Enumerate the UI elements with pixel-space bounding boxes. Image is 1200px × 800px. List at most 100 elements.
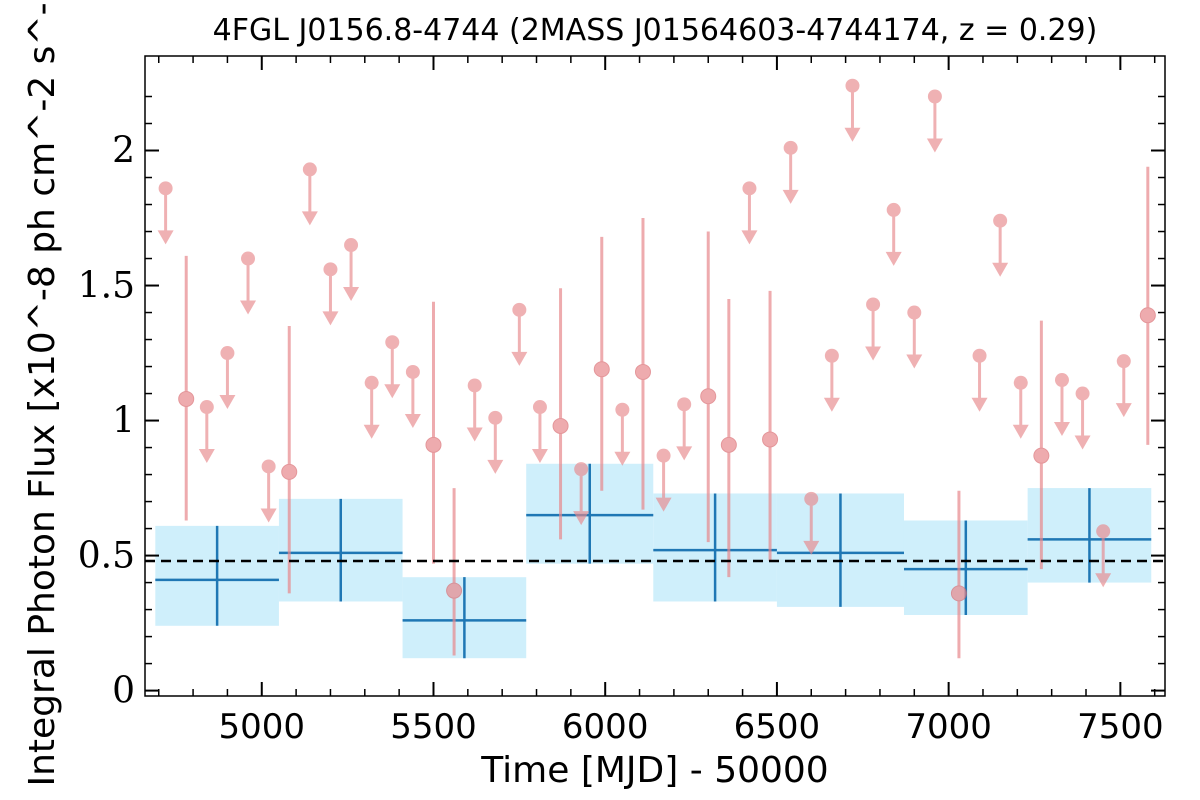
upper-limit-arrow-head — [741, 230, 758, 245]
upper-limit-marker — [219, 346, 236, 410]
upper-limit-arrow-head — [782, 189, 799, 204]
upper-limit-marker — [1095, 524, 1112, 588]
upper-limit-arrow-head — [466, 427, 483, 442]
detection-marker — [1139, 166, 1156, 445]
detection-marker — [446, 488, 463, 656]
upper-limit-arrow-head — [1095, 573, 1112, 588]
detection-point — [552, 417, 569, 434]
upper-limit-arrow-head — [531, 449, 548, 464]
upper-limit-arrow-head — [511, 351, 528, 366]
upper-limit-marker — [885, 202, 902, 266]
upper-limit-marker — [1074, 386, 1091, 450]
binned-flux-layer — [155, 463, 1152, 659]
upper-limit-arrow-head — [260, 508, 277, 523]
upper-limit-marker — [741, 181, 758, 245]
upper-limit-marker — [487, 410, 504, 474]
upper-limit-point — [866, 297, 881, 312]
detection-marker — [552, 288, 569, 540]
upper-limit-arrow-head — [1053, 422, 1070, 437]
detection-marker — [1033, 320, 1050, 570]
upper-limit-point — [615, 402, 630, 417]
upper-limit-point — [1054, 373, 1069, 388]
detection-marker — [281, 326, 298, 594]
upper-limit-marker — [1012, 375, 1029, 439]
upper-limit-point — [512, 302, 527, 317]
upper-limit-point — [302, 162, 317, 177]
upper-limit-marker — [322, 262, 339, 326]
upper-limit-arrow-head — [971, 397, 988, 412]
upper-limit-arrow-head — [487, 459, 504, 474]
detection-point — [178, 390, 195, 407]
chart-title: 4FGL J0156.8-4744 (2MASS J01564603-47441… — [213, 13, 1098, 48]
upper-limit-marker — [971, 348, 988, 412]
upper-limit-point — [804, 491, 819, 506]
upper-limit-point — [574, 462, 589, 477]
upper-limit-arrow-head — [404, 413, 421, 428]
detection-point — [1033, 447, 1050, 464]
detection-point — [720, 436, 737, 453]
upper-limit-point — [783, 140, 798, 155]
upper-limit-arrow-head — [573, 511, 590, 526]
detection-marker — [950, 490, 967, 659]
upper-limit-point — [1013, 375, 1028, 390]
upper-limit-point — [344, 238, 359, 253]
detection-point — [950, 585, 967, 602]
upper-limit-marker — [531, 400, 548, 464]
detection-marker — [425, 301, 442, 564]
upper-limit-point — [241, 251, 256, 266]
upper-limit-arrow-head — [363, 424, 380, 439]
upper-limit-marker — [384, 335, 401, 399]
upper-limit-arrow-head — [992, 262, 1009, 277]
upper-limit-point — [1075, 386, 1090, 401]
upper-limit-point — [158, 181, 173, 196]
x-axis-label: Time [MJD] - 50000 — [480, 750, 828, 791]
upper-limit-point — [1096, 524, 1111, 539]
upper-limit-arrow-head — [844, 127, 861, 142]
upper-limit-marker — [240, 251, 257, 315]
upper-limit-point — [845, 78, 860, 93]
upper-limit-point — [467, 378, 482, 393]
upper-limit-arrow-head — [803, 540, 820, 555]
upper-limit-marker — [906, 305, 923, 369]
upper-limit-point — [927, 89, 942, 104]
y-tick-label: 2 — [112, 131, 135, 172]
upper-limit-marker — [782, 140, 799, 204]
detection-point — [1139, 307, 1156, 324]
x-tick-label: 7000 — [905, 707, 992, 747]
upper-limit-arrow-head — [676, 446, 693, 461]
upper-limit-arrow-head — [322, 311, 339, 326]
upper-limit-marker — [992, 213, 1009, 277]
upper-limit-marker — [260, 459, 277, 523]
detection-point — [446, 582, 463, 599]
upper-limit-point — [364, 375, 379, 390]
upper-limit-point — [405, 364, 420, 379]
detection-marker — [720, 299, 737, 578]
upper-limit-point — [199, 400, 214, 415]
upper-limit-point — [385, 335, 400, 350]
y-axis-label: Integral Photon Flux [x10^-8 ph cm^-2 s^… — [22, 0, 63, 787]
upper-limit-marker — [926, 89, 943, 153]
upper-limit-point — [993, 213, 1008, 228]
upper-limit-point — [488, 410, 503, 425]
upper-limit-marker — [301, 162, 318, 226]
upper-limit-marker — [823, 348, 840, 412]
upper-limit-point — [656, 448, 671, 463]
x-tick-label: 5000 — [219, 707, 306, 747]
detection-point — [425, 436, 442, 453]
y-tick-label: 0.5 — [78, 536, 135, 577]
upper-limit-marker — [614, 402, 631, 466]
upper-limit-point — [886, 202, 901, 217]
y-tick-label: 0 — [112, 671, 135, 712]
detection-marker — [593, 236, 610, 491]
upper-limit-marker — [157, 181, 174, 245]
x-tick-label: 5500 — [390, 707, 477, 747]
upper-limit-marker — [676, 397, 693, 461]
upper-limit-point — [972, 348, 987, 363]
upper-limit-point — [1116, 354, 1131, 369]
upper-limit-point — [220, 346, 235, 361]
upper-limit-arrow-head — [1074, 435, 1091, 450]
plot-frame — [144, 55, 1166, 697]
upper-limit-arrow-head — [865, 346, 882, 361]
detection-point — [634, 363, 651, 380]
